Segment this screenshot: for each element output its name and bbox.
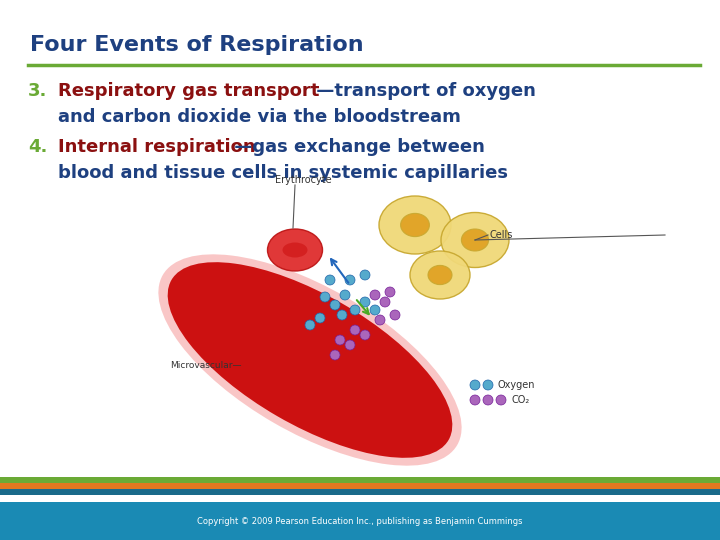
Ellipse shape — [168, 262, 452, 458]
Ellipse shape — [462, 229, 489, 251]
Circle shape — [320, 292, 330, 302]
Circle shape — [345, 340, 355, 350]
Ellipse shape — [268, 229, 323, 271]
Circle shape — [315, 313, 325, 323]
Text: 3.: 3. — [28, 82, 48, 100]
Circle shape — [325, 275, 335, 285]
Text: 4.: 4. — [28, 138, 48, 156]
Circle shape — [375, 315, 385, 325]
Circle shape — [496, 395, 506, 405]
Circle shape — [470, 380, 480, 390]
Circle shape — [337, 310, 347, 320]
Text: Respiratory gas transport: Respiratory gas transport — [58, 82, 320, 100]
Circle shape — [345, 275, 355, 285]
Circle shape — [350, 305, 360, 315]
Circle shape — [380, 297, 390, 307]
Circle shape — [360, 297, 370, 307]
Text: Erythrocyte: Erythrocyte — [275, 175, 332, 185]
Circle shape — [350, 325, 360, 335]
Circle shape — [335, 335, 345, 345]
Bar — [0, 483, 720, 489]
Circle shape — [470, 395, 480, 405]
Text: —transport of oxygen: —transport of oxygen — [310, 82, 536, 100]
Circle shape — [360, 270, 370, 280]
Circle shape — [370, 305, 380, 315]
Bar — [0, 489, 720, 495]
Text: Four Events of Respiration: Four Events of Respiration — [30, 35, 364, 55]
Circle shape — [483, 395, 493, 405]
Circle shape — [330, 350, 340, 360]
Text: and carbon dioxide via the bloodstream: and carbon dioxide via the bloodstream — [58, 108, 461, 126]
Circle shape — [305, 320, 315, 330]
Text: Internal respiration: Internal respiration — [58, 138, 256, 156]
Bar — [0, 477, 720, 483]
Ellipse shape — [282, 242, 307, 258]
Circle shape — [385, 287, 395, 297]
Text: Oxygen: Oxygen — [498, 380, 536, 390]
Ellipse shape — [441, 213, 509, 267]
Ellipse shape — [410, 251, 470, 299]
Circle shape — [330, 300, 340, 310]
Ellipse shape — [428, 265, 452, 285]
Text: Microvascular—: Microvascular— — [170, 361, 241, 369]
Circle shape — [483, 380, 493, 390]
Text: blood and tissue cells in systemic capillaries: blood and tissue cells in systemic capil… — [58, 164, 508, 182]
Text: Cells: Cells — [490, 230, 513, 240]
Text: CO₂: CO₂ — [511, 395, 529, 405]
Ellipse shape — [158, 254, 462, 465]
Ellipse shape — [379, 196, 451, 254]
Text: Copyright © 2009 Pearson Education Inc., publishing as Benjamin Cummings: Copyright © 2009 Pearson Education Inc.,… — [197, 516, 523, 525]
Ellipse shape — [400, 213, 429, 237]
Bar — [0, 502, 720, 540]
Circle shape — [390, 310, 400, 320]
Circle shape — [360, 330, 370, 340]
Text: —gas exchange between: —gas exchange between — [228, 138, 485, 156]
Circle shape — [370, 290, 380, 300]
Circle shape — [340, 290, 350, 300]
